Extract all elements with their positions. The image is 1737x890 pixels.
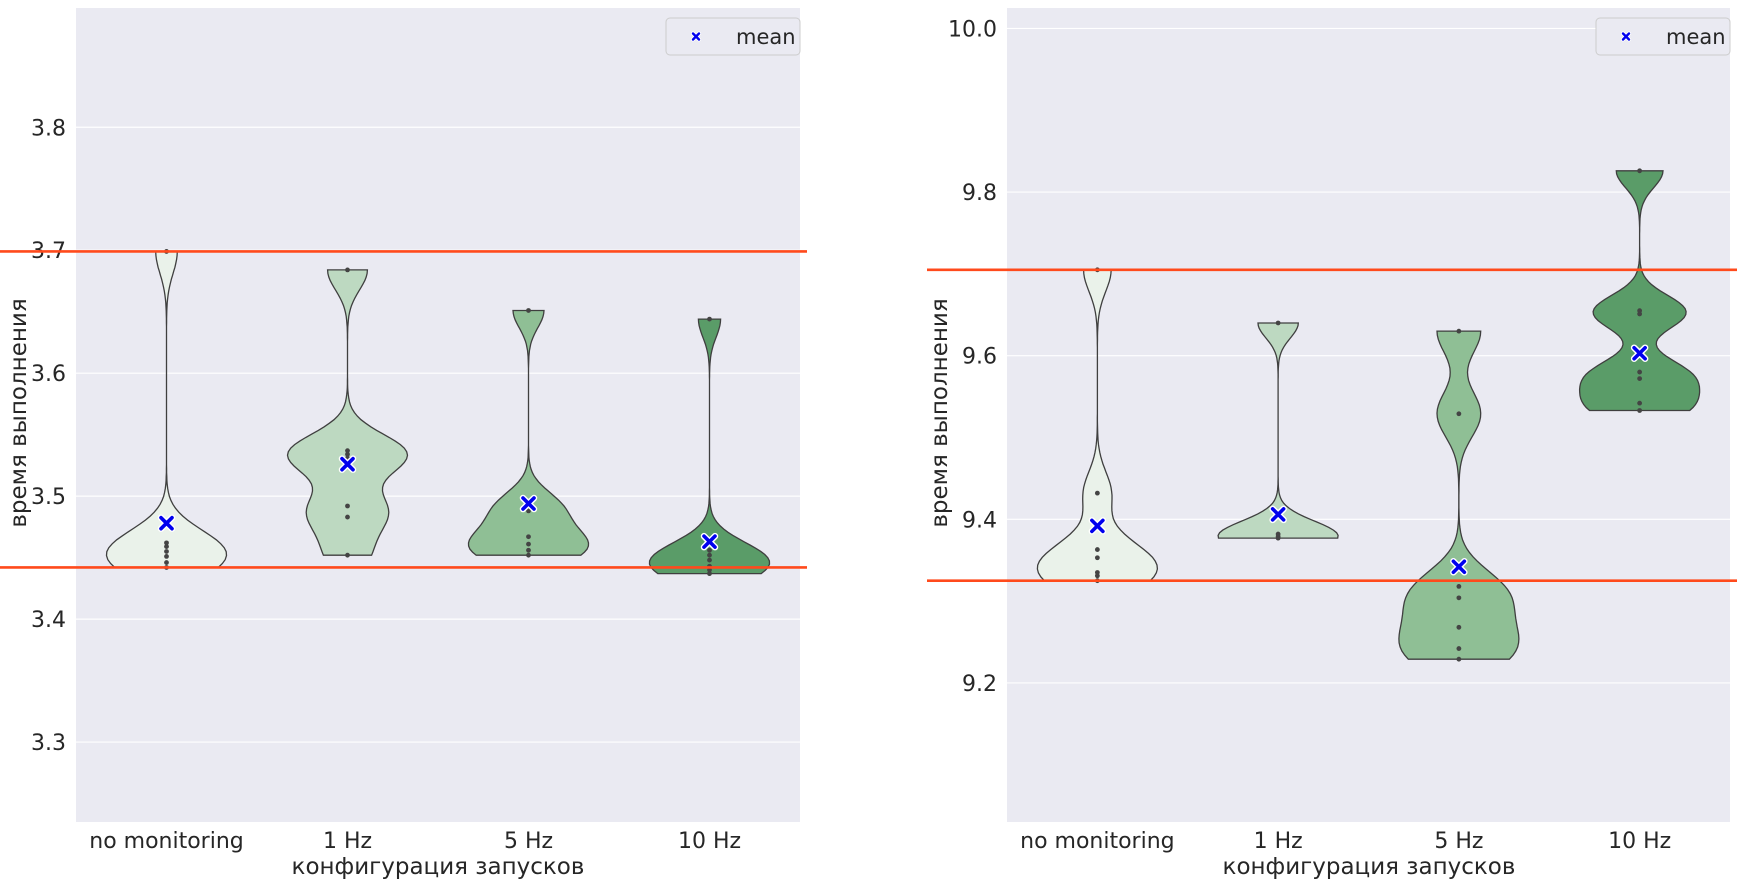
data-point	[707, 547, 712, 553]
y-tick-label: 9.6	[962, 345, 997, 370]
data-point	[526, 541, 531, 547]
legend-box	[665, 17, 801, 56]
data-point	[345, 267, 350, 273]
legend-box	[1595, 17, 1731, 56]
mean-marker	[1088, 517, 1107, 535]
data-point	[1456, 595, 1462, 601]
violin-1	[1217, 322, 1339, 539]
data-point	[526, 508, 531, 514]
legend: mean	[1595, 17, 1731, 56]
data-point	[1094, 490, 1100, 496]
x-axis-label: конфигурация запусков	[1223, 854, 1516, 880]
data-point	[707, 571, 712, 577]
data-point	[164, 554, 169, 559]
x-tick-label: 10 Hz	[1608, 829, 1671, 854]
data-point	[526, 547, 531, 553]
data-point	[164, 544, 169, 549]
legend-mean-marker	[1621, 32, 1631, 41]
data-point	[345, 448, 350, 454]
data-point	[164, 560, 169, 565]
data-point	[1456, 646, 1462, 651]
x-tick-label: 1 Hz	[1254, 829, 1303, 854]
y-tick-label: 10.0	[948, 17, 997, 42]
mean-marker	[700, 532, 719, 551]
y-axis-label: время выполнения	[6, 298, 32, 527]
x-tick-label: 10 Hz	[678, 829, 741, 854]
data-point	[1456, 583, 1462, 589]
legend-mean-marker	[691, 32, 701, 41]
data-point	[1456, 328, 1462, 334]
data-point	[1456, 624, 1462, 630]
mean-marker	[338, 455, 357, 473]
data-point	[1456, 656, 1462, 662]
data-point	[1094, 555, 1100, 561]
y-tick-label: 3.5	[31, 485, 66, 510]
x-tick-label: 1 Hz	[323, 829, 372, 854]
mean-marker	[157, 514, 176, 532]
y-tick-label: 9.4	[962, 508, 997, 533]
violin-2	[1398, 330, 1520, 660]
data-point	[1094, 570, 1100, 575]
data-point	[1637, 308, 1643, 314]
data-point	[345, 552, 350, 558]
data-point	[1637, 369, 1643, 375]
data-point	[164, 549, 169, 554]
y-tick-label: 9.8	[962, 181, 997, 206]
legend-label: mean	[1666, 25, 1726, 49]
mean-marker	[519, 494, 538, 513]
data-point	[164, 540, 169, 546]
legend-label: mean	[736, 25, 796, 49]
plot-area	[76, 8, 800, 822]
data-point	[1275, 320, 1281, 326]
y-axis-label: время выполнения	[927, 298, 953, 527]
mean-marker	[1450, 558, 1468, 576]
data-point	[707, 552, 712, 558]
violin-3	[648, 318, 771, 575]
data-point	[1637, 376, 1643, 381]
right-violin-panel: 9.2 9.4 9.6 9.8 10.0 no monitoring 1 Hz 5 Hz 10 …	[927, 8, 1737, 880]
data-point	[1637, 400, 1643, 406]
data-point	[526, 308, 531, 313]
data-point	[526, 552, 531, 558]
left-violin-panel: 3.33.43.53.63.73.8no monitoring 1 Hz 5 Hz 1…	[0, 8, 807, 880]
data-point	[1456, 411, 1462, 417]
y-tick-label: 3.4	[31, 608, 66, 633]
x-axis-label: конфигурация запусков	[292, 854, 585, 880]
y-tick-label: 3.6	[31, 362, 66, 387]
plot-area	[1007, 8, 1730, 822]
data-point	[345, 503, 350, 509]
data-point	[707, 557, 712, 563]
data-point	[345, 451, 350, 457]
data-point	[1637, 408, 1643, 413]
data-point	[345, 514, 350, 520]
x-tick-label: no monitoring	[1020, 829, 1175, 854]
y-tick-label: 3.8	[31, 116, 66, 141]
data-point	[1637, 168, 1643, 174]
x-tick-label: 5 Hz	[504, 829, 553, 854]
y-tick-label: 9.2	[962, 672, 997, 697]
data-point	[1275, 531, 1281, 537]
mean-marker	[1630, 344, 1649, 362]
y-tick-label: 3.3	[31, 731, 66, 756]
data-point	[707, 316, 712, 322]
mean-marker	[1269, 505, 1287, 524]
violin-1	[286, 269, 409, 556]
violin-3	[1578, 170, 1701, 412]
legend: mean	[665, 17, 801, 56]
data-point	[1094, 547, 1100, 552]
data-point	[526, 534, 531, 540]
x-tick-label: 5 Hz	[1434, 829, 1483, 854]
x-tick-label: no monitoring	[89, 829, 244, 854]
